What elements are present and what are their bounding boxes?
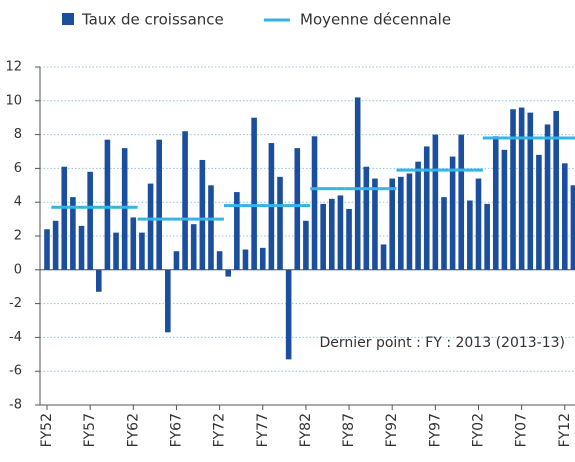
bar [121,148,128,270]
bar [277,176,283,270]
bar [492,136,499,270]
y-tick-label: 6 [14,161,22,176]
bar [259,247,266,270]
bar [52,220,59,270]
bar [251,117,257,270]
bar [484,203,490,270]
bar [354,97,361,270]
x-tick-label: FY82 [298,413,314,447]
bar [182,131,188,270]
bar [415,161,421,270]
bar [87,171,93,270]
y-tick-label: -4 [9,330,22,345]
bar [570,185,575,270]
legend-label: Moyenne décennale [300,11,451,29]
x-tick-label: FY67 [168,413,184,447]
x-tick-label: FY77 [255,413,271,447]
bar [449,156,456,270]
y-tick-label: -6 [9,364,22,379]
legend-bar-swatch [62,13,74,25]
bar [441,197,447,270]
bar [423,146,430,270]
bar [303,220,309,270]
y-tick-label: 10 [5,93,22,108]
bar [78,225,85,270]
bar [208,185,214,270]
bar [389,178,395,270]
y-tick-label: -2 [9,296,22,311]
bar [44,229,50,270]
bar [467,200,473,270]
x-tick-label: FY52 [39,413,55,447]
bar [536,154,542,270]
bar [156,139,162,270]
bar [113,232,119,270]
bar [104,139,111,270]
bar [242,249,249,270]
bar [61,166,68,270]
bar [139,232,145,270]
y-tick-label: 12 [5,60,22,75]
bar [70,197,76,270]
bar [337,195,344,270]
x-tick-label: FY87 [341,413,357,447]
x-tick-label: FY72 [212,413,228,447]
bar [173,251,180,270]
bar [562,163,568,270]
bar [501,149,508,270]
bar [527,112,534,270]
x-tick-label: FY62 [125,413,141,447]
bar [95,269,102,292]
legend-label: Taux de croissance [81,11,224,29]
bar [311,136,318,270]
bar [147,183,154,270]
bar [346,208,352,270]
bar [216,251,223,270]
y-tick-label: 2 [14,229,22,244]
bar [234,192,240,270]
bar [363,166,370,270]
y-tick-label: -8 [9,398,22,413]
annotation: Dernier point : FY : 2013 (2013-13) [319,335,565,351]
bar [320,203,326,270]
bar [372,178,378,270]
bar [165,269,171,333]
bar [328,198,335,270]
y-tick-label: 0 [14,262,22,277]
bar [544,124,551,270]
x-tick-label: FY57 [82,413,98,447]
x-tick-label: FY97 [427,413,443,447]
bar [518,107,525,270]
bar [285,269,292,360]
bar [130,217,137,270]
bar [553,110,559,270]
bar [398,176,404,270]
bar [510,109,516,270]
bar [294,148,301,270]
bar [432,134,439,270]
x-tick-label: FY12 [557,413,573,447]
bar [225,269,232,277]
y-tick-label: 4 [14,195,22,210]
bar [380,244,387,270]
bar [458,134,465,270]
x-tick-label: FY07 [514,413,530,447]
bar [190,224,197,270]
x-tick-label: FY02 [471,413,487,447]
x-tick-label: FY92 [384,413,400,447]
bar [406,173,413,270]
y-tick-label: 8 [14,127,22,142]
bar [199,159,206,270]
bar [475,178,482,270]
